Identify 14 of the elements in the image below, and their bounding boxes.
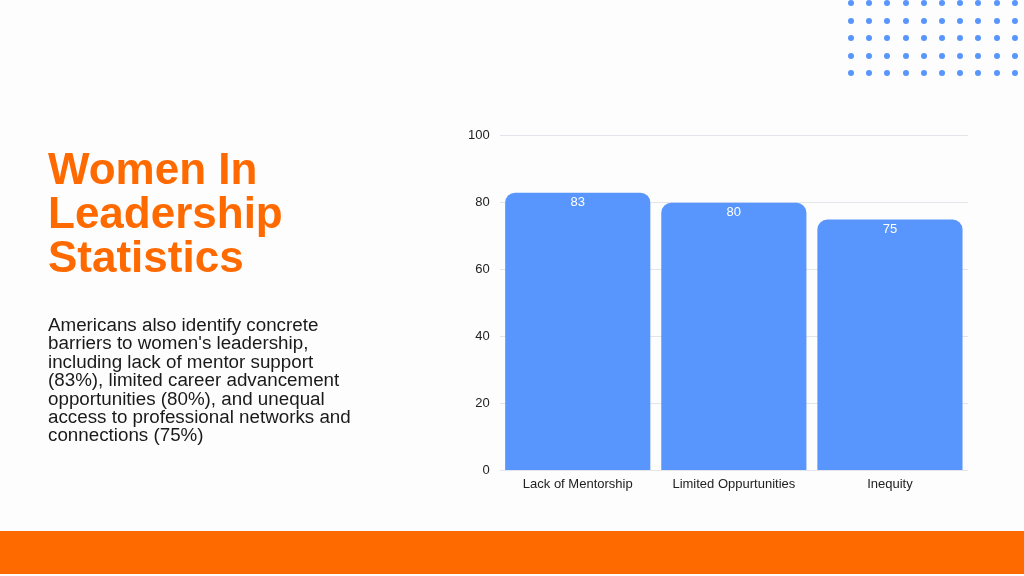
data-label: 83 bbox=[570, 194, 585, 210]
x-tick-label: Lack of Mentorship bbox=[522, 475, 633, 491]
y-tick-label: 0 bbox=[482, 461, 490, 477]
x-tick-label: Limited Oppurtunities bbox=[672, 475, 796, 491]
text: Women In Leadership Statistics bbox=[48, 144, 284, 281]
x-tick-label: Inequity bbox=[867, 475, 914, 491]
y-tick-label: 100 bbox=[467, 127, 490, 143]
text: Americans also identify concrete barriers to women's leadership, including lack of mentor support (83%), limited career advancement opportunities (80%), and unequal access to professional networks and connections (75%) bbox=[48, 314, 352, 446]
data-label: 80 bbox=[726, 204, 742, 220]
y-tick-label: 40 bbox=[475, 328, 490, 344]
y-tick-label: 60 bbox=[475, 261, 490, 277]
data-label: 75 bbox=[882, 221, 898, 237]
y-tick-label: 20 bbox=[475, 395, 490, 411]
y-tick-label: 80 bbox=[475, 194, 490, 210]
